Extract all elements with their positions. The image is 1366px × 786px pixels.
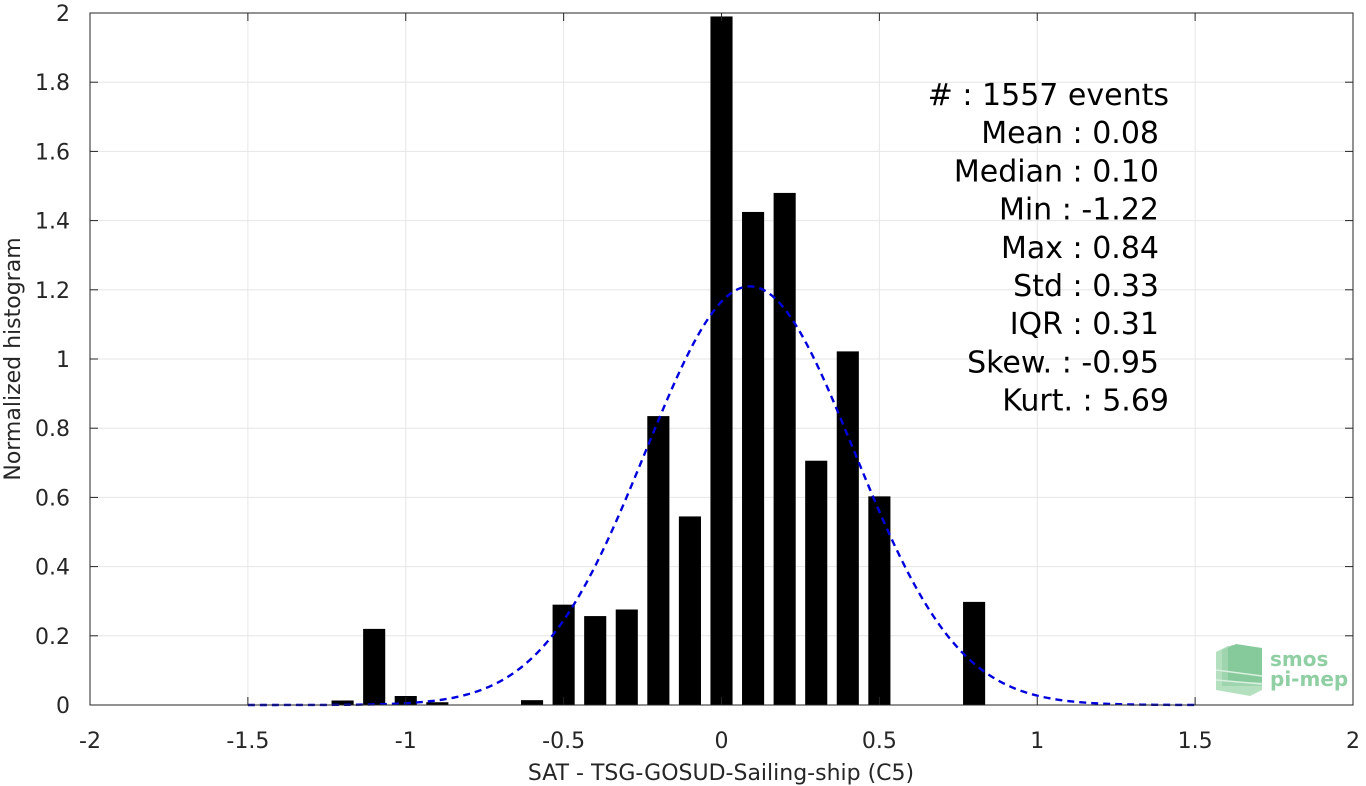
logo-line-1: smos bbox=[1270, 647, 1328, 671]
stats-line: Median : 0.10 bbox=[954, 154, 1159, 189]
stats-line: Max : 0.84 bbox=[1001, 231, 1159, 266]
x-tick-label: -2 bbox=[79, 729, 101, 754]
y-axis-label: Normalized histogram bbox=[1, 237, 26, 480]
stats-line: Mean : 0.08 bbox=[981, 116, 1159, 151]
y-tick-label: 0 bbox=[56, 694, 70, 719]
x-tick-label: 0 bbox=[715, 729, 729, 754]
logo-mark-icon bbox=[1215, 644, 1263, 696]
x-tick-label: 1.5 bbox=[1178, 729, 1213, 754]
stats-line: # : 1557 events bbox=[928, 78, 1169, 113]
y-tick-labels: 0 0.2 0.4 0.6 0.8 1 1.2 1.4 1.6 1.8 2 bbox=[35, 2, 70, 719]
y-tick-label: 0.8 bbox=[35, 417, 70, 442]
histogram-bar bbox=[520, 700, 544, 705]
histogram-bar bbox=[710, 16, 733, 705]
logo-line-2: pi-mep bbox=[1270, 667, 1348, 691]
histogram-bar bbox=[678, 516, 701, 705]
histogram-bar bbox=[331, 700, 354, 705]
x-tick-labels: -2 -1.5 -1 -0.5 0 0.5 1 1.5 2 bbox=[79, 729, 1360, 754]
histogram-bar bbox=[363, 628, 386, 705]
y-tick-label: 1.8 bbox=[35, 71, 70, 96]
x-tick-label: 2 bbox=[1346, 729, 1360, 754]
histogram-bar bbox=[647, 416, 670, 705]
x-tick-label: -1.5 bbox=[226, 729, 269, 754]
x-tick-label: 1 bbox=[1030, 729, 1044, 754]
y-tick-label: 0.4 bbox=[35, 556, 70, 581]
stats-line: Std : 0.33 bbox=[1013, 269, 1159, 304]
histogram-bar bbox=[868, 496, 891, 705]
histogram-bar bbox=[836, 351, 859, 705]
histogram-bar bbox=[773, 192, 796, 706]
histogram-bars bbox=[331, 16, 986, 706]
stats-line: IQR : 0.31 bbox=[1010, 307, 1159, 342]
y-tick-label: 1.6 bbox=[35, 140, 70, 165]
y-tick-label: 2 bbox=[56, 2, 70, 27]
smos-pi-mep-logo: smos pi-mep bbox=[1215, 644, 1348, 696]
histogram-bar bbox=[552, 604, 575, 705]
histogram-bar bbox=[742, 211, 765, 705]
histogram-bar bbox=[805, 460, 828, 705]
y-tick-label: 0.2 bbox=[35, 625, 70, 650]
stats-line: Kurt. : 5.69 bbox=[1002, 384, 1169, 419]
histogram-bar bbox=[426, 702, 449, 705]
histogram-bar bbox=[584, 616, 607, 705]
x-tick-label: 0.5 bbox=[862, 729, 897, 754]
histogram-bar bbox=[963, 601, 986, 705]
y-tick-label: 0.6 bbox=[35, 486, 70, 511]
axis-ticks bbox=[89, 12, 1354, 706]
x-axis-label: SAT - TSG-GOSUD-Sailing-ship (C5) bbox=[528, 761, 914, 786]
histogram-bar bbox=[615, 609, 638, 705]
y-tick-label: 1.4 bbox=[35, 210, 70, 235]
x-tick-label: -1 bbox=[395, 729, 417, 754]
y-tick-label: 1 bbox=[56, 348, 70, 373]
y-tick-label: 1.2 bbox=[35, 279, 70, 304]
stats-line: Skew. : -0.95 bbox=[967, 345, 1159, 380]
x-tick-label: -0.5 bbox=[542, 729, 585, 754]
stats-line: Min : -1.22 bbox=[999, 193, 1159, 228]
